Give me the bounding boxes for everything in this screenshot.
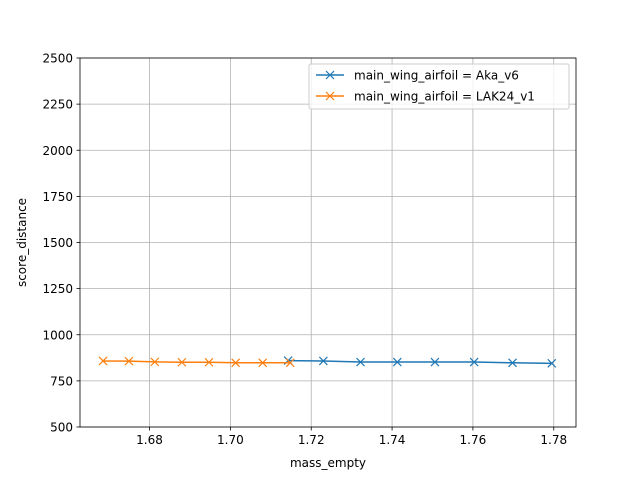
data-point bbox=[124, 356, 134, 366]
legend-label: main_wing_airfoil = Aka_v6 bbox=[354, 69, 519, 83]
x-tick-label: 1.78 bbox=[540, 433, 567, 447]
legend-label: main_wing_airfoil = LAK24_v1 bbox=[354, 90, 535, 104]
data-point bbox=[392, 357, 402, 367]
y-tick-label: 1750 bbox=[42, 190, 73, 204]
series-2 bbox=[98, 356, 295, 368]
y-tick-label: 1500 bbox=[42, 236, 73, 250]
data-point bbox=[356, 357, 365, 367]
data-point bbox=[98, 356, 108, 366]
legend: main_wing_airfoil = Aka_v6 main_wing_airf… bbox=[308, 63, 570, 110]
y-tick-label: 1250 bbox=[42, 282, 73, 296]
legend-entry: main_wing_airfoil = LAK24_v1 bbox=[316, 90, 535, 104]
y-tick-label: 2000 bbox=[42, 144, 73, 158]
x-axis-label: mass_empty bbox=[290, 456, 366, 470]
data-point bbox=[177, 357, 187, 367]
x-tick-label: 1.76 bbox=[460, 433, 487, 447]
x-tick-label: 1.68 bbox=[136, 433, 163, 447]
data-point bbox=[258, 358, 268, 368]
x-tick-label: 1.70 bbox=[217, 433, 244, 447]
series-layer bbox=[98, 356, 557, 368]
x-tick-label: 1.72 bbox=[298, 433, 325, 447]
series-line bbox=[288, 359, 552, 365]
data-point bbox=[150, 357, 160, 367]
y-tick-label: 750 bbox=[50, 374, 73, 388]
data-point bbox=[318, 356, 328, 366]
y-axis-label: score_distance bbox=[15, 198, 29, 287]
data-point bbox=[204, 357, 214, 367]
y-tick-label: 500 bbox=[50, 421, 73, 435]
legend-box bbox=[308, 63, 570, 110]
x-tick-label: 1.74 bbox=[379, 433, 406, 447]
legend-marker bbox=[325, 91, 335, 101]
series-1 bbox=[283, 356, 557, 368]
data-point bbox=[430, 357, 440, 367]
y-tick-label: 2250 bbox=[42, 98, 73, 112]
legend-entry: main_wing_airfoil = Aka_v6 bbox=[316, 69, 519, 83]
y-tick-label: 2500 bbox=[42, 52, 73, 66]
data-point bbox=[547, 358, 557, 368]
data-point bbox=[231, 358, 241, 368]
y-tick-label: 1000 bbox=[42, 328, 73, 342]
series-line bbox=[103, 360, 291, 364]
data-point bbox=[508, 358, 517, 368]
data-point bbox=[285, 358, 295, 368]
axes: 1.68 1.70 1.72 1.74 1.76 1.78 500 750 1000 1250 15… bbox=[42, 52, 567, 448]
legend-marker bbox=[325, 70, 335, 80]
data-point bbox=[469, 357, 479, 367]
